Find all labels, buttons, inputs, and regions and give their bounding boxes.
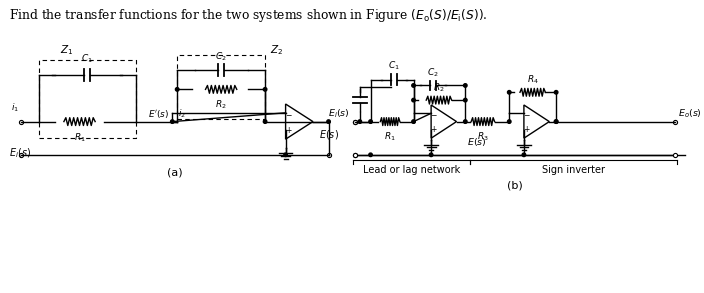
- Circle shape: [369, 120, 372, 123]
- Text: $R_3$: $R_3$: [477, 130, 489, 143]
- Circle shape: [412, 98, 415, 102]
- Text: Sign inverter: Sign inverter: [542, 165, 605, 175]
- Text: $-$: $-$: [523, 110, 531, 119]
- Text: $E(s)$: $E(s)$: [319, 128, 339, 142]
- Circle shape: [263, 88, 267, 91]
- Circle shape: [358, 120, 362, 123]
- Text: $E_o(s)$: $E_o(s)$: [678, 107, 702, 120]
- Text: $R_2$: $R_2$: [215, 98, 227, 111]
- Circle shape: [412, 84, 415, 87]
- Circle shape: [284, 153, 287, 156]
- Circle shape: [522, 153, 526, 156]
- Circle shape: [554, 91, 558, 94]
- Text: $C_1$: $C_1$: [82, 52, 93, 65]
- Circle shape: [175, 88, 179, 91]
- Text: $E_i(s)$: $E_i(s)$: [328, 107, 350, 120]
- Circle shape: [327, 120, 330, 123]
- Circle shape: [429, 153, 433, 156]
- Text: Lead or lag network: Lead or lag network: [363, 165, 460, 175]
- Circle shape: [369, 153, 372, 156]
- Circle shape: [263, 120, 267, 123]
- Text: $C_1$: $C_1$: [388, 59, 400, 72]
- Circle shape: [508, 120, 511, 123]
- Text: (a): (a): [168, 168, 183, 178]
- Text: $R_2$: $R_2$: [433, 82, 445, 94]
- Circle shape: [554, 120, 558, 123]
- Text: $E'(s)$: $E'(s)$: [148, 108, 170, 120]
- Text: $i_2$: $i_2$: [178, 107, 186, 120]
- Text: $C_2$: $C_2$: [427, 66, 439, 79]
- Text: $E(s)$: $E(s)$: [467, 136, 487, 148]
- Circle shape: [554, 120, 558, 123]
- Text: $C_2$: $C_2$: [215, 50, 227, 63]
- Text: $-$: $-$: [430, 110, 438, 119]
- Text: $+$: $+$: [284, 125, 292, 134]
- Circle shape: [463, 84, 467, 87]
- Text: (b): (b): [508, 180, 523, 190]
- Text: $Z_1$: $Z_1$: [60, 43, 73, 57]
- Text: $+$: $+$: [430, 124, 438, 134]
- Circle shape: [463, 120, 467, 123]
- Circle shape: [412, 120, 415, 123]
- Text: $R_1$: $R_1$: [74, 131, 85, 144]
- Text: $+$: $+$: [523, 124, 531, 134]
- Text: $R_4$: $R_4$: [527, 74, 539, 86]
- Text: $R_1$: $R_1$: [384, 130, 396, 143]
- Text: $Z_2$: $Z_2$: [270, 43, 283, 57]
- Text: $i_1$: $i_1$: [11, 101, 19, 114]
- Text: $-$: $-$: [284, 109, 292, 118]
- Text: $E_i(s)$: $E_i(s)$: [9, 146, 32, 160]
- Circle shape: [508, 91, 511, 94]
- Circle shape: [170, 120, 174, 123]
- Circle shape: [463, 98, 467, 102]
- Text: Find the transfer functions for the two systems shown in Figure $(E_{\rm o}(S)/E: Find the transfer functions for the two …: [9, 7, 488, 24]
